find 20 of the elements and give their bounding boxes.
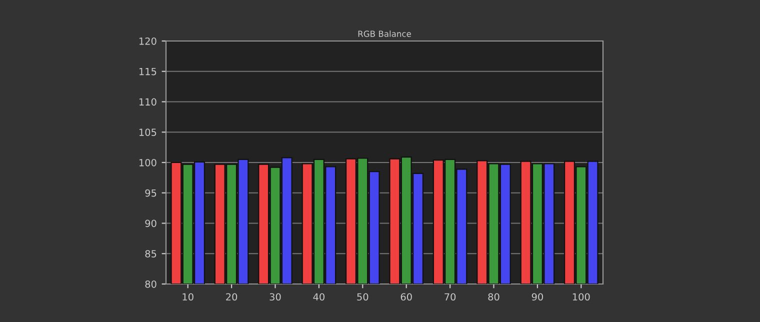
x-tick-label: 80 bbox=[488, 293, 500, 301]
x-tick-label: 70 bbox=[444, 293, 456, 301]
x-tick-label: 100 bbox=[572, 293, 590, 301]
y-tick-label: 85 bbox=[145, 250, 156, 258]
x-tick-label: 20 bbox=[226, 293, 238, 301]
x-tick-label: 90 bbox=[532, 293, 543, 301]
y-tick-label: 100 bbox=[139, 158, 156, 166]
y-tick-label: 90 bbox=[145, 220, 156, 228]
x-tick-label: 10 bbox=[182, 293, 194, 301]
y-tick-label: 95 bbox=[145, 189, 156, 197]
chart-title: RGB Balance bbox=[358, 30, 411, 37]
y-tick-label: 80 bbox=[145, 280, 156, 288]
x-tick-label: 50 bbox=[357, 293, 368, 301]
y-tick-label: 105 bbox=[139, 128, 156, 136]
y-tick-label: 115 bbox=[139, 68, 156, 76]
y-tick-label: 110 bbox=[139, 98, 156, 106]
x-tick-label: 60 bbox=[400, 293, 412, 301]
y-tick-label: 120 bbox=[139, 37, 156, 45]
x-tick-label: 30 bbox=[270, 293, 281, 301]
x-tick-label: 40 bbox=[313, 293, 324, 301]
